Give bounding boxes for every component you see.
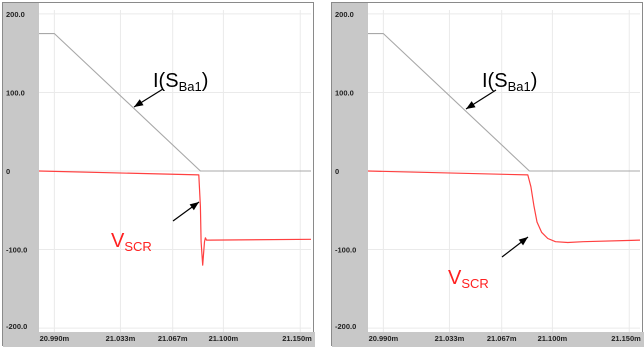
waveform-panel-left: 200.0 100.0 0 -100.0 -200.0 20.990m 21.033m 21.… bbox=[2, 2, 315, 347]
series-voltage-line bbox=[38, 170, 312, 266]
waveform-plot-left: 200.0 100.0 0 -100.0 -200.0 20.990m 21.033m 21.… bbox=[3, 3, 315, 347]
current-label: I(SBa1) bbox=[153, 70, 208, 94]
x-tick-label: 21.150m bbox=[611, 334, 641, 343]
y-axis-band bbox=[3, 3, 39, 347]
y-axis-band bbox=[332, 3, 368, 347]
y-tick-label: 100.0 bbox=[335, 88, 354, 97]
voltage-label: VSCR bbox=[448, 267, 489, 291]
y-tick-label: -200.0 bbox=[6, 322, 27, 331]
y-tick-label: -100.0 bbox=[6, 246, 27, 255]
current-arrow bbox=[133, 88, 164, 108]
x-tick-label: 21.033m bbox=[435, 334, 465, 343]
y-tick-label: 100.0 bbox=[6, 88, 25, 97]
y-tick-label: 200.0 bbox=[6, 10, 25, 19]
series-voltage-line bbox=[367, 170, 641, 244]
current-arrow bbox=[465, 89, 497, 110]
waveform-plot-right: 200.0 100.0 0 -100.0 -200.0 20.990m 21.033m 21.… bbox=[332, 3, 644, 347]
y-tick-label: 200.0 bbox=[335, 10, 354, 19]
x-tick-label: 21.100m bbox=[538, 334, 568, 343]
y-tick-label: -100.0 bbox=[335, 246, 356, 255]
series-current-line bbox=[368, 33, 640, 172]
voltage-arrow bbox=[172, 201, 200, 222]
x-tick-label: 21.100m bbox=[209, 334, 239, 343]
x-axis-band bbox=[332, 332, 644, 347]
series-current-line bbox=[39, 33, 311, 172]
voltage-arrow bbox=[501, 236, 529, 258]
x-tick-label: 21.150m bbox=[282, 334, 312, 343]
waveform-panel-right: 200.0 100.0 0 -100.0 -200.0 20.990m 21.033m 21.… bbox=[331, 2, 644, 347]
x-tick-label: 21.067m bbox=[487, 334, 517, 343]
current-label: I(SBa1) bbox=[482, 70, 537, 94]
x-tick-label: 21.033m bbox=[106, 334, 136, 343]
x-tick-label: 21.067m bbox=[158, 334, 188, 343]
x-tick-label: 20.990m bbox=[369, 334, 399, 343]
voltage-label: VSCR bbox=[111, 230, 152, 254]
y-tick-label: 0 bbox=[6, 167, 10, 176]
y-tick-label: -200.0 bbox=[335, 322, 356, 331]
x-tick-label: 20.990m bbox=[40, 334, 70, 343]
x-axis-band bbox=[3, 332, 315, 347]
y-tick-label: 0 bbox=[335, 167, 339, 176]
